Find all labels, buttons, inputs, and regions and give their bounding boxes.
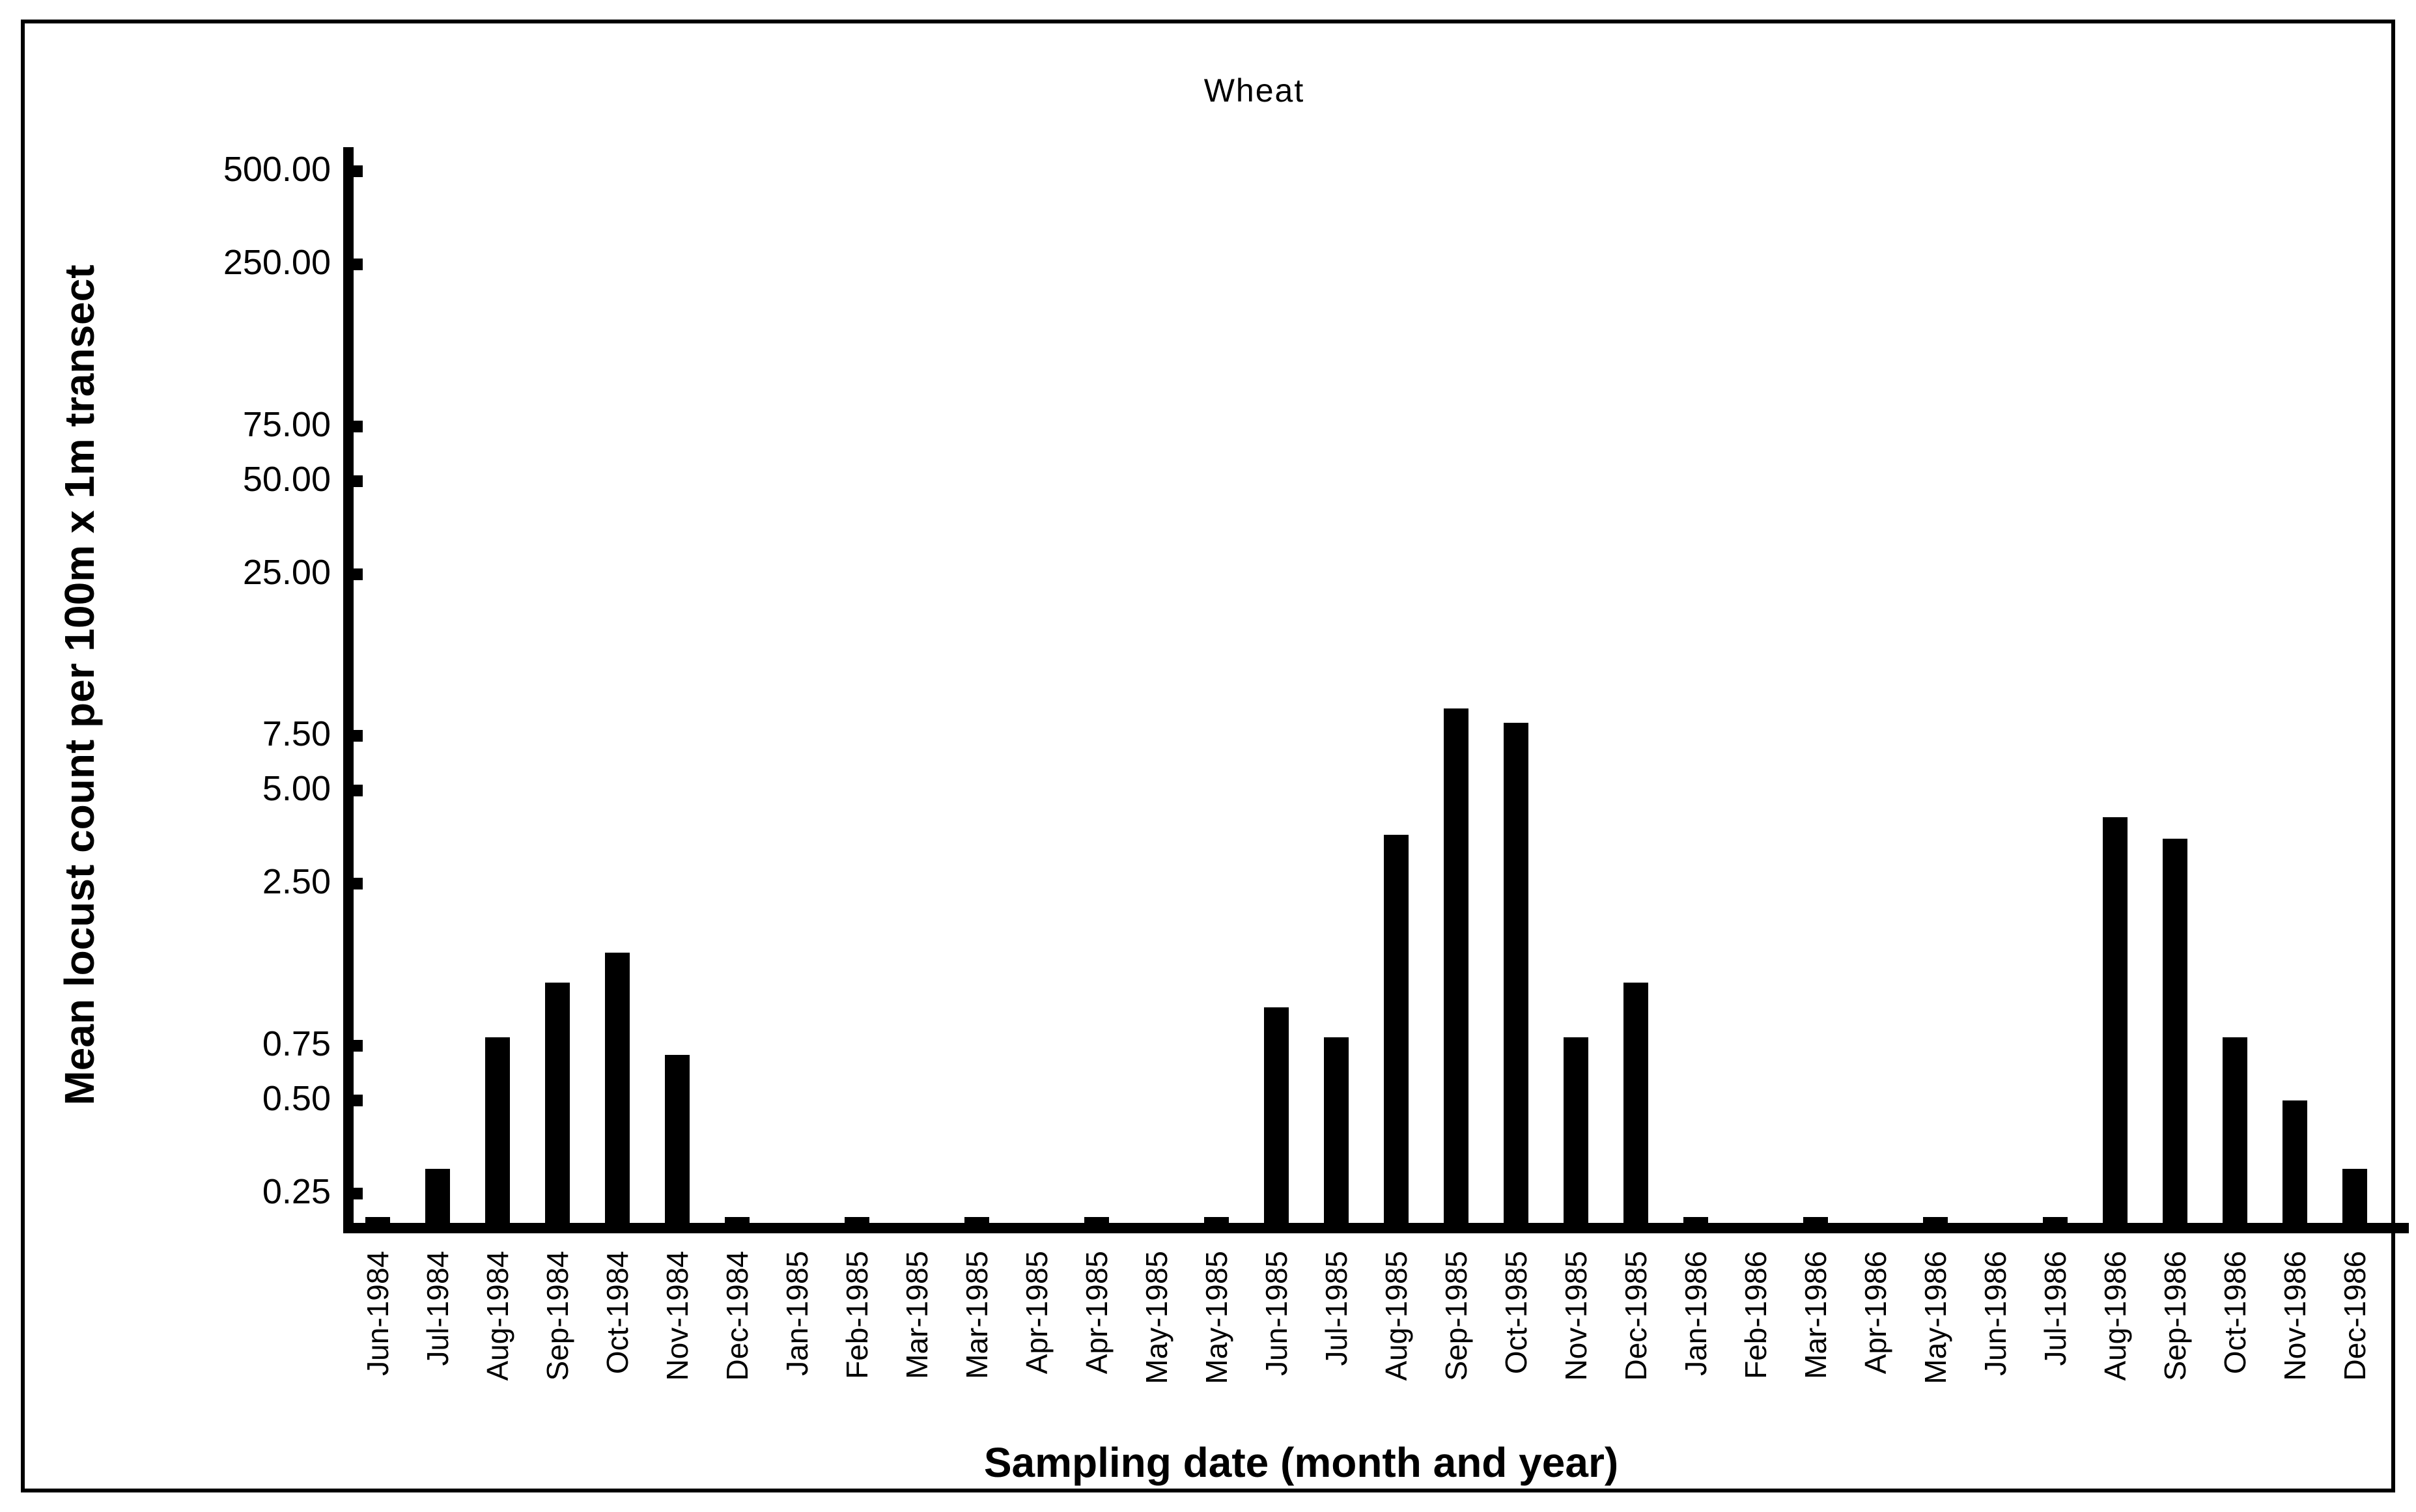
bar-Aug-1986: [2103, 817, 2128, 1233]
y-tick-label: 2.50: [262, 862, 331, 902]
y-tick-25.00: [353, 568, 363, 580]
x-tick-label-Nov-1986: Nov-1986: [2278, 1251, 2312, 1381]
y-tick-label: 5.00: [262, 769, 331, 809]
bar-Nov-1985: [1564, 1037, 1588, 1233]
x-tick-label-Sep-1986: Sep-1986: [2158, 1251, 2192, 1381]
x-axis-baseline: [343, 1223, 2409, 1233]
y-tick-0.50: [353, 1094, 363, 1106]
bar-Dec-1984: [725, 1216, 750, 1233]
chart-frame: Wheat Mean locust count per 100m x 1m tr…: [21, 20, 2409, 1492]
y-tick-label: 7.50: [262, 714, 331, 754]
bar-Oct-1984: [605, 952, 630, 1233]
bar-Oct-1986: [2223, 1037, 2247, 1233]
bar-Aug-1984: [485, 1037, 510, 1233]
x-tick-label-Mar-1985: Mar-1985: [900, 1251, 934, 1379]
chart-title: Wheat: [1203, 72, 1305, 109]
y-tick-label: 250.00: [223, 243, 331, 283]
bar-Dec-1986: [2342, 1169, 2367, 1233]
y-tick-5.00: [353, 785, 363, 797]
x-axis-title: Sampling date (month and year): [983, 1439, 1619, 1486]
x-tick-label-Jul-1984: Jul-1984: [421, 1251, 455, 1366]
bar-Jun-1985: [1264, 1007, 1289, 1233]
y-tick-50.00: [353, 475, 363, 487]
x-tick-label-Oct-1984: Oct-1984: [600, 1251, 634, 1375]
x-tick-label-Dec-1985: Dec-1985: [1619, 1251, 1653, 1381]
bar-Dec-1985: [1623, 982, 1648, 1233]
y-tick-label: 50.00: [242, 459, 331, 499]
x-tick-label-Mar-1985: Mar-1985: [960, 1251, 994, 1379]
bar-Jul-1984: [425, 1169, 450, 1233]
x-tick-label-Nov-1984: Nov-1984: [660, 1251, 694, 1381]
bar-May-1986: [1923, 1216, 1948, 1233]
x-tick-label-Jun-1985: Jun-1985: [1259, 1251, 1293, 1376]
y-tick-7.50: [353, 730, 363, 742]
bar-Jun-1984: [365, 1216, 390, 1233]
x-tick-label-Jul-1986: Jul-1986: [2038, 1251, 2072, 1366]
x-tick-label-May-1985: May-1985: [1200, 1251, 1233, 1384]
x-tick-label-Aug-1984: Aug-1984: [481, 1251, 514, 1381]
x-tick-label-Nov-1985: Nov-1985: [1559, 1251, 1593, 1381]
bar-Jan-1986: [1683, 1216, 1708, 1233]
y-tick-label: 25.00: [242, 552, 331, 592]
x-tick-label-May-1986: May-1986: [1918, 1251, 1952, 1384]
bar-Mar-1985: [964, 1216, 989, 1233]
bar-Jul-1986: [2043, 1216, 2068, 1233]
x-tick-label-Sep-1985: Sep-1985: [1439, 1251, 1473, 1381]
x-tick-label-Jan-1985: Jan-1985: [780, 1251, 814, 1376]
x-tick-label-Apr-1986: Apr-1986: [1859, 1251, 1892, 1375]
bar-Sep-1985: [1444, 708, 1468, 1233]
y-tick-2.50: [353, 878, 363, 890]
bar-Sep-1984: [545, 982, 570, 1233]
y-tick-500.00: [353, 165, 363, 177]
bar-Feb-1985: [845, 1216, 869, 1233]
x-tick-label-Apr-1985: Apr-1985: [1080, 1251, 1114, 1375]
x-tick-label-Oct-1985: Oct-1985: [1499, 1251, 1533, 1375]
x-tick-label-May-1985: May-1985: [1140, 1251, 1173, 1384]
x-tick-label-Feb-1985: Feb-1985: [840, 1251, 874, 1379]
bar-Sep-1986: [2163, 838, 2187, 1233]
bar-Nov-1984: [665, 1055, 690, 1233]
bar-Jul-1985: [1324, 1037, 1349, 1233]
x-tick-label-Dec-1986: Dec-1986: [2338, 1251, 2372, 1381]
y-tick-0.75: [353, 1040, 363, 1052]
bar-Mar-1986: [1803, 1216, 1828, 1233]
y-tick-label: 0.50: [262, 1078, 331, 1118]
y-tick-label: 0.75: [262, 1024, 331, 1064]
y-axis-line: [343, 147, 354, 1233]
x-tick-label-Aug-1986: Aug-1986: [2098, 1251, 2132, 1381]
bar-Apr-1985: [1084, 1216, 1109, 1233]
x-tick-label-Apr-1985: Apr-1985: [1020, 1251, 1054, 1375]
x-tick-label-Sep-1984: Sep-1984: [541, 1251, 574, 1381]
x-tick-label-Feb-1986: Feb-1986: [1739, 1251, 1773, 1379]
y-tick-label: 500.00: [223, 150, 331, 189]
x-tick-label-Dec-1984: Dec-1984: [720, 1251, 754, 1381]
bar-Nov-1986: [2283, 1100, 2307, 1233]
y-tick-250.00: [353, 259, 363, 271]
y-axis-title-text: Mean locust count per 100m x 1m transect: [56, 264, 103, 1106]
x-tick-label-Aug-1985: Aug-1985: [1379, 1251, 1413, 1381]
y-tick-label: 0.25: [262, 1171, 331, 1211]
x-tick-label-Jun-1986: Jun-1986: [1978, 1251, 2012, 1376]
y-tick-75.00: [353, 420, 363, 432]
x-tick-label-Oct-1986: Oct-1986: [2218, 1251, 2252, 1375]
y-tick-label: 75.00: [242, 404, 331, 444]
x-tick-label-Mar-1986: Mar-1986: [1799, 1251, 1833, 1379]
x-tick-label-Jun-1984: Jun-1984: [361, 1251, 395, 1376]
y-tick-0.25: [353, 1187, 363, 1199]
bar-Oct-1985: [1504, 722, 1528, 1233]
bar-Aug-1985: [1384, 835, 1409, 1233]
x-tick-label-Jul-1985: Jul-1985: [1319, 1251, 1353, 1366]
x-tick-label-Jan-1986: Jan-1986: [1679, 1251, 1713, 1376]
bar-May-1985: [1204, 1216, 1229, 1233]
